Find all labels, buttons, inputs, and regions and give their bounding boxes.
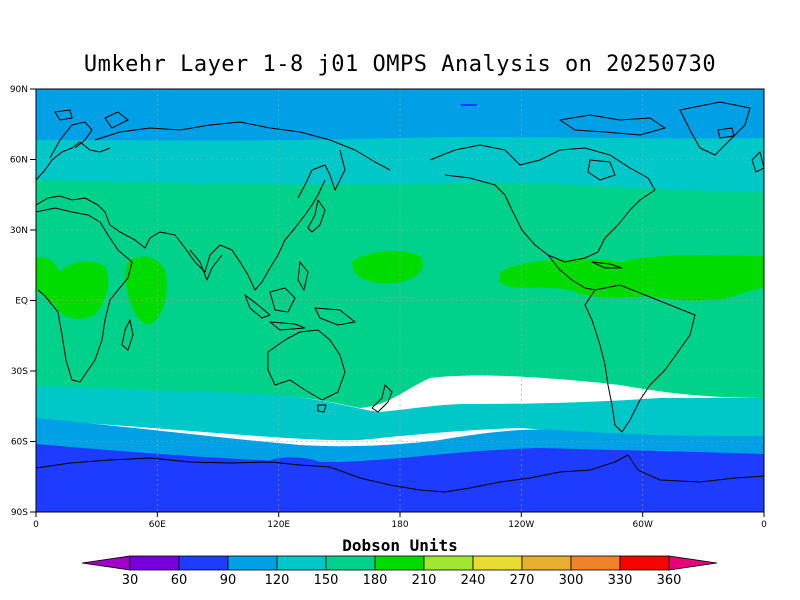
lon-label-60w: 60W <box>633 520 653 530</box>
lon-label-0-left: 0 <box>33 520 39 530</box>
colorbar-title: Dobson Units <box>342 536 458 555</box>
colorbar-tick-label: 150 <box>314 573 339 588</box>
coast-sumatra <box>244 294 271 319</box>
coast-antarctica <box>36 454 764 493</box>
colorbar-segment <box>521 555 572 571</box>
colorbar-tick-label: 240 <box>461 573 486 588</box>
coast-central-america <box>547 254 596 291</box>
band-south-polar <box>36 444 764 512</box>
darker-patch-arctic <box>460 104 478 106</box>
coast-australia <box>267 329 346 401</box>
lon-label-120e: 120E <box>267 520 290 530</box>
colorbar-arrow-low <box>81 555 131 571</box>
coast-arctic-russia <box>94 121 391 171</box>
ozone-field <box>36 89 764 512</box>
lat-label-90s: 90S <box>11 508 28 518</box>
lon-label-60e: 60E <box>149 520 166 530</box>
lon-label-120w: 120W <box>508 520 534 530</box>
coast-greenland <box>679 101 751 156</box>
colorbar-tick-label: 330 <box>608 573 633 588</box>
coast-canadian-arctic <box>559 114 666 136</box>
enhancement-africa <box>36 257 109 319</box>
coast-africa <box>36 207 133 383</box>
colorbar-segment <box>178 555 229 571</box>
coast-tasmania <box>317 404 327 413</box>
coast-java <box>269 321 306 331</box>
colorbar-segment <box>619 555 670 571</box>
gridlines <box>36 89 764 512</box>
band-south-high <box>36 418 764 464</box>
colorbar-tick-label: 210 <box>412 573 437 588</box>
coastlines <box>36 101 764 493</box>
colorbar-tick-label: 300 <box>559 573 584 588</box>
coast-scandinavia <box>49 121 93 159</box>
darker-patch-antarctic <box>270 457 320 464</box>
colorbar-segment <box>472 555 523 571</box>
coast-india <box>189 249 223 281</box>
coast-south-america <box>584 284 696 433</box>
coast-europe <box>36 141 111 181</box>
colorbar-tick-label: 360 <box>657 573 682 588</box>
colorbar-segment <box>570 555 621 571</box>
coast-north-america <box>429 144 656 263</box>
lon-labels: 0 60E 120E 180 120W 60W 0 <box>33 520 767 530</box>
colorbar-arrow-high <box>668 555 718 571</box>
coast-kamchatka <box>297 149 346 199</box>
lat-labels: 90N 60N 30N EQ 30S 60S 90S <box>10 85 28 518</box>
coast-new-zealand <box>371 384 393 413</box>
coast-eurasia-south <box>36 179 326 291</box>
colorbar-tick-label: 90 <box>220 573 237 588</box>
lat-label-30n: 30N <box>10 226 28 236</box>
coast-madagascar <box>121 319 134 351</box>
map-title: Umkehr Layer 1-8 j01 OMPS Analysis on 20… <box>83 52 717 77</box>
colorbar-segment <box>129 555 180 571</box>
coast-caribbean <box>591 261 623 269</box>
coast-novaya-zemlya <box>104 111 129 129</box>
lat-label-60s: 60S <box>11 438 28 448</box>
coast-uk <box>751 151 764 173</box>
colorbar-segment <box>423 555 474 571</box>
coast-iceland <box>717 127 735 139</box>
lat-label-60n: 60N <box>10 156 28 166</box>
band-south-mid <box>36 386 764 441</box>
lat-label-90n: 90N <box>10 85 28 95</box>
coast-svalbard <box>54 109 73 121</box>
colorbar-segment <box>276 555 327 571</box>
colorbar: 30 60 90 120 150 180 210 240 270 300 330 360 <box>81 555 718 588</box>
enhancement-americas <box>500 255 764 301</box>
enhancement-pacific <box>352 251 423 284</box>
lat-label-30s: 30S <box>11 367 28 377</box>
enhancement-indian <box>125 256 167 325</box>
colorbar-tick-label: 270 <box>510 573 535 588</box>
coast-philippines <box>297 261 309 291</box>
colorbar-segment <box>325 555 376 571</box>
colorbar-segment <box>227 555 278 571</box>
colorbar-tick-label: 120 <box>265 573 290 588</box>
axis-ticks <box>30 88 765 517</box>
colorbar-tick-label: 30 <box>122 573 139 588</box>
coast-borneo <box>269 287 296 313</box>
coast-hudson-bay <box>587 159 616 181</box>
colorbar-tick-label: 60 <box>171 573 188 588</box>
lon-label-0-right: 0 <box>761 520 767 530</box>
lat-label-eq: EQ <box>15 297 28 307</box>
lon-label-180: 180 <box>391 520 408 530</box>
coast-new-guinea <box>314 307 356 326</box>
colorbar-segment <box>374 555 425 571</box>
coast-japan <box>307 199 326 233</box>
colorbar-tick-label: 180 <box>363 573 388 588</box>
